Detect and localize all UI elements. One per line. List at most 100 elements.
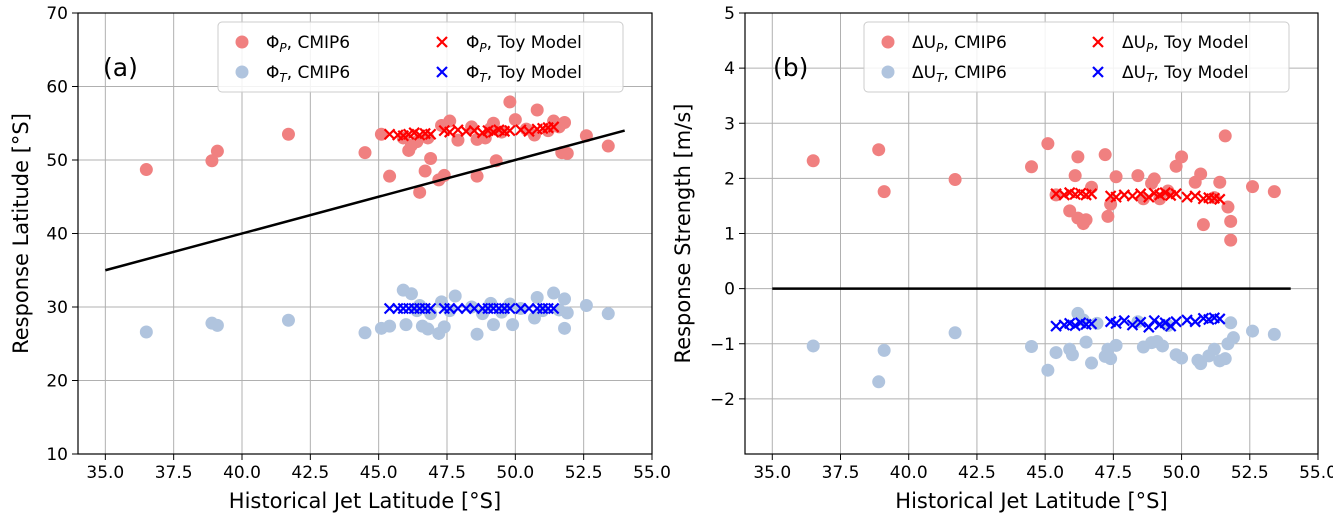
- data-point: [1126, 319, 1139, 331]
- data-point: [579, 299, 593, 313]
- x-tick-label: 35.0: [753, 463, 791, 483]
- data-point: [558, 116, 572, 130]
- data-point: [872, 143, 886, 157]
- data-point: [948, 172, 962, 186]
- data-point: [1079, 335, 1093, 349]
- data-point: [1110, 191, 1122, 203]
- x-tick-label: 47.5: [1094, 463, 1132, 483]
- data-point: [1131, 315, 1145, 329]
- y-tick-label: 70: [46, 4, 68, 24]
- data-point: [1079, 213, 1093, 227]
- data-point: [470, 169, 484, 183]
- data-point: [558, 292, 572, 306]
- series-4: [383, 302, 560, 315]
- data-point: [413, 185, 427, 199]
- x-tick-label: 40.0: [890, 463, 928, 483]
- legend-marker: [436, 66, 448, 78]
- data-point: [443, 126, 456, 138]
- data-point: [1109, 170, 1123, 184]
- x-axis-label: Historical Jet Latitude [°S]: [895, 489, 1167, 513]
- y-axis-label: Response Latitude [°S]: [9, 113, 33, 354]
- data-point: [1213, 175, 1227, 189]
- data-point: [1134, 316, 1147, 329]
- data-point: [404, 287, 418, 301]
- data-point: [1041, 137, 1055, 151]
- data-point: [1194, 357, 1208, 371]
- data-point: [139, 325, 153, 339]
- legend-marker: [881, 35, 895, 49]
- data-point: [1155, 339, 1169, 353]
- y-tick-label: 60: [46, 78, 68, 98]
- legend-marker: [1092, 66, 1104, 78]
- data-point: [1049, 346, 1063, 360]
- legend-item: ΦT, CMIP6: [235, 63, 350, 85]
- data-point: [281, 127, 295, 141]
- data-point: [1218, 129, 1232, 143]
- x-axis-label: Historical Jet Latitude [°S]: [229, 489, 501, 513]
- data-point: [1085, 318, 1098, 330]
- data-point: [1134, 188, 1147, 200]
- x-tick-label: 42.5: [958, 463, 996, 483]
- data-point: [1224, 316, 1238, 330]
- x-tick-label: 45.0: [360, 463, 398, 483]
- data-point: [877, 185, 891, 199]
- data-point: [281, 313, 295, 327]
- legend: ΔUP, CMIP6 ΔUT, CMIP6 ΔUP, Toy Model ΔUT, T…: [863, 21, 1290, 93]
- data-point: [421, 322, 435, 336]
- legend-label: ΔUT, CMIP6: [912, 63, 1007, 85]
- data-point: [1170, 315, 1182, 328]
- data-point: [547, 286, 561, 300]
- reference-line: [105, 129, 625, 272]
- data-point: [527, 128, 541, 142]
- data-point: [413, 299, 427, 313]
- legend-item: ΦT, Toy Model: [436, 63, 582, 85]
- data-point: [1109, 338, 1123, 352]
- data-point: [1207, 342, 1221, 356]
- y-tick-label: 3: [724, 114, 735, 134]
- y-tick-label: −2: [710, 390, 735, 410]
- y-tick-label: 30: [46, 298, 68, 318]
- data-point: [443, 114, 457, 128]
- data-point: [1218, 352, 1232, 366]
- data-point: [806, 154, 820, 168]
- legend-label: ΔUP, Toy Model: [1122, 33, 1249, 55]
- data-point: [508, 113, 522, 127]
- data-point: [1175, 150, 1189, 164]
- data-point: [468, 124, 481, 137]
- data-point: [1148, 314, 1161, 327]
- legend-item: ΦP, Toy Model: [436, 33, 582, 55]
- data-point: [1196, 218, 1210, 232]
- data-point: [601, 139, 615, 153]
- legend-marker: [1092, 36, 1104, 48]
- data-point: [470, 327, 484, 341]
- data-point: [560, 146, 574, 160]
- data-point: [503, 95, 517, 109]
- data-point: [530, 290, 544, 304]
- data-point: [560, 306, 574, 320]
- panel-label: (a): [103, 53, 138, 82]
- data-point: [1104, 352, 1118, 366]
- panel-label: (b): [773, 53, 808, 82]
- legend: ΦP, CMIP6 ΦT, CMIP6 ΦP, Toy Model ΦT, Toy M…: [217, 21, 624, 93]
- axes-frame: [77, 12, 653, 455]
- y-tick-label: −1: [710, 335, 735, 355]
- data-point: [1226, 331, 1240, 345]
- data-point: [1110, 317, 1122, 330]
- data-point: [399, 318, 413, 332]
- data-point: [1147, 172, 1161, 186]
- legend-label: ΦP, Toy Model: [466, 33, 582, 55]
- data-point: [1025, 160, 1038, 174]
- legend-label: ΦT, CMIP6: [266, 63, 350, 85]
- data-point: [504, 302, 516, 315]
- data-point: [1131, 169, 1145, 183]
- data-point: [1169, 159, 1183, 173]
- legend-marker: [235, 65, 249, 79]
- x-tick-label: 50.0: [1163, 463, 1201, 483]
- y-tick-label: 5: [724, 4, 735, 24]
- chart-panel-2: 35.0 37.5 40.0 42.5 45.0 47.5 50.0 52.5 55.0 −2 −1…: [671, 4, 1333, 513]
- data-point: [486, 318, 500, 332]
- x-tick-label: 37.5: [822, 463, 860, 483]
- data-point: [1065, 348, 1079, 362]
- data-point: [1224, 233, 1238, 247]
